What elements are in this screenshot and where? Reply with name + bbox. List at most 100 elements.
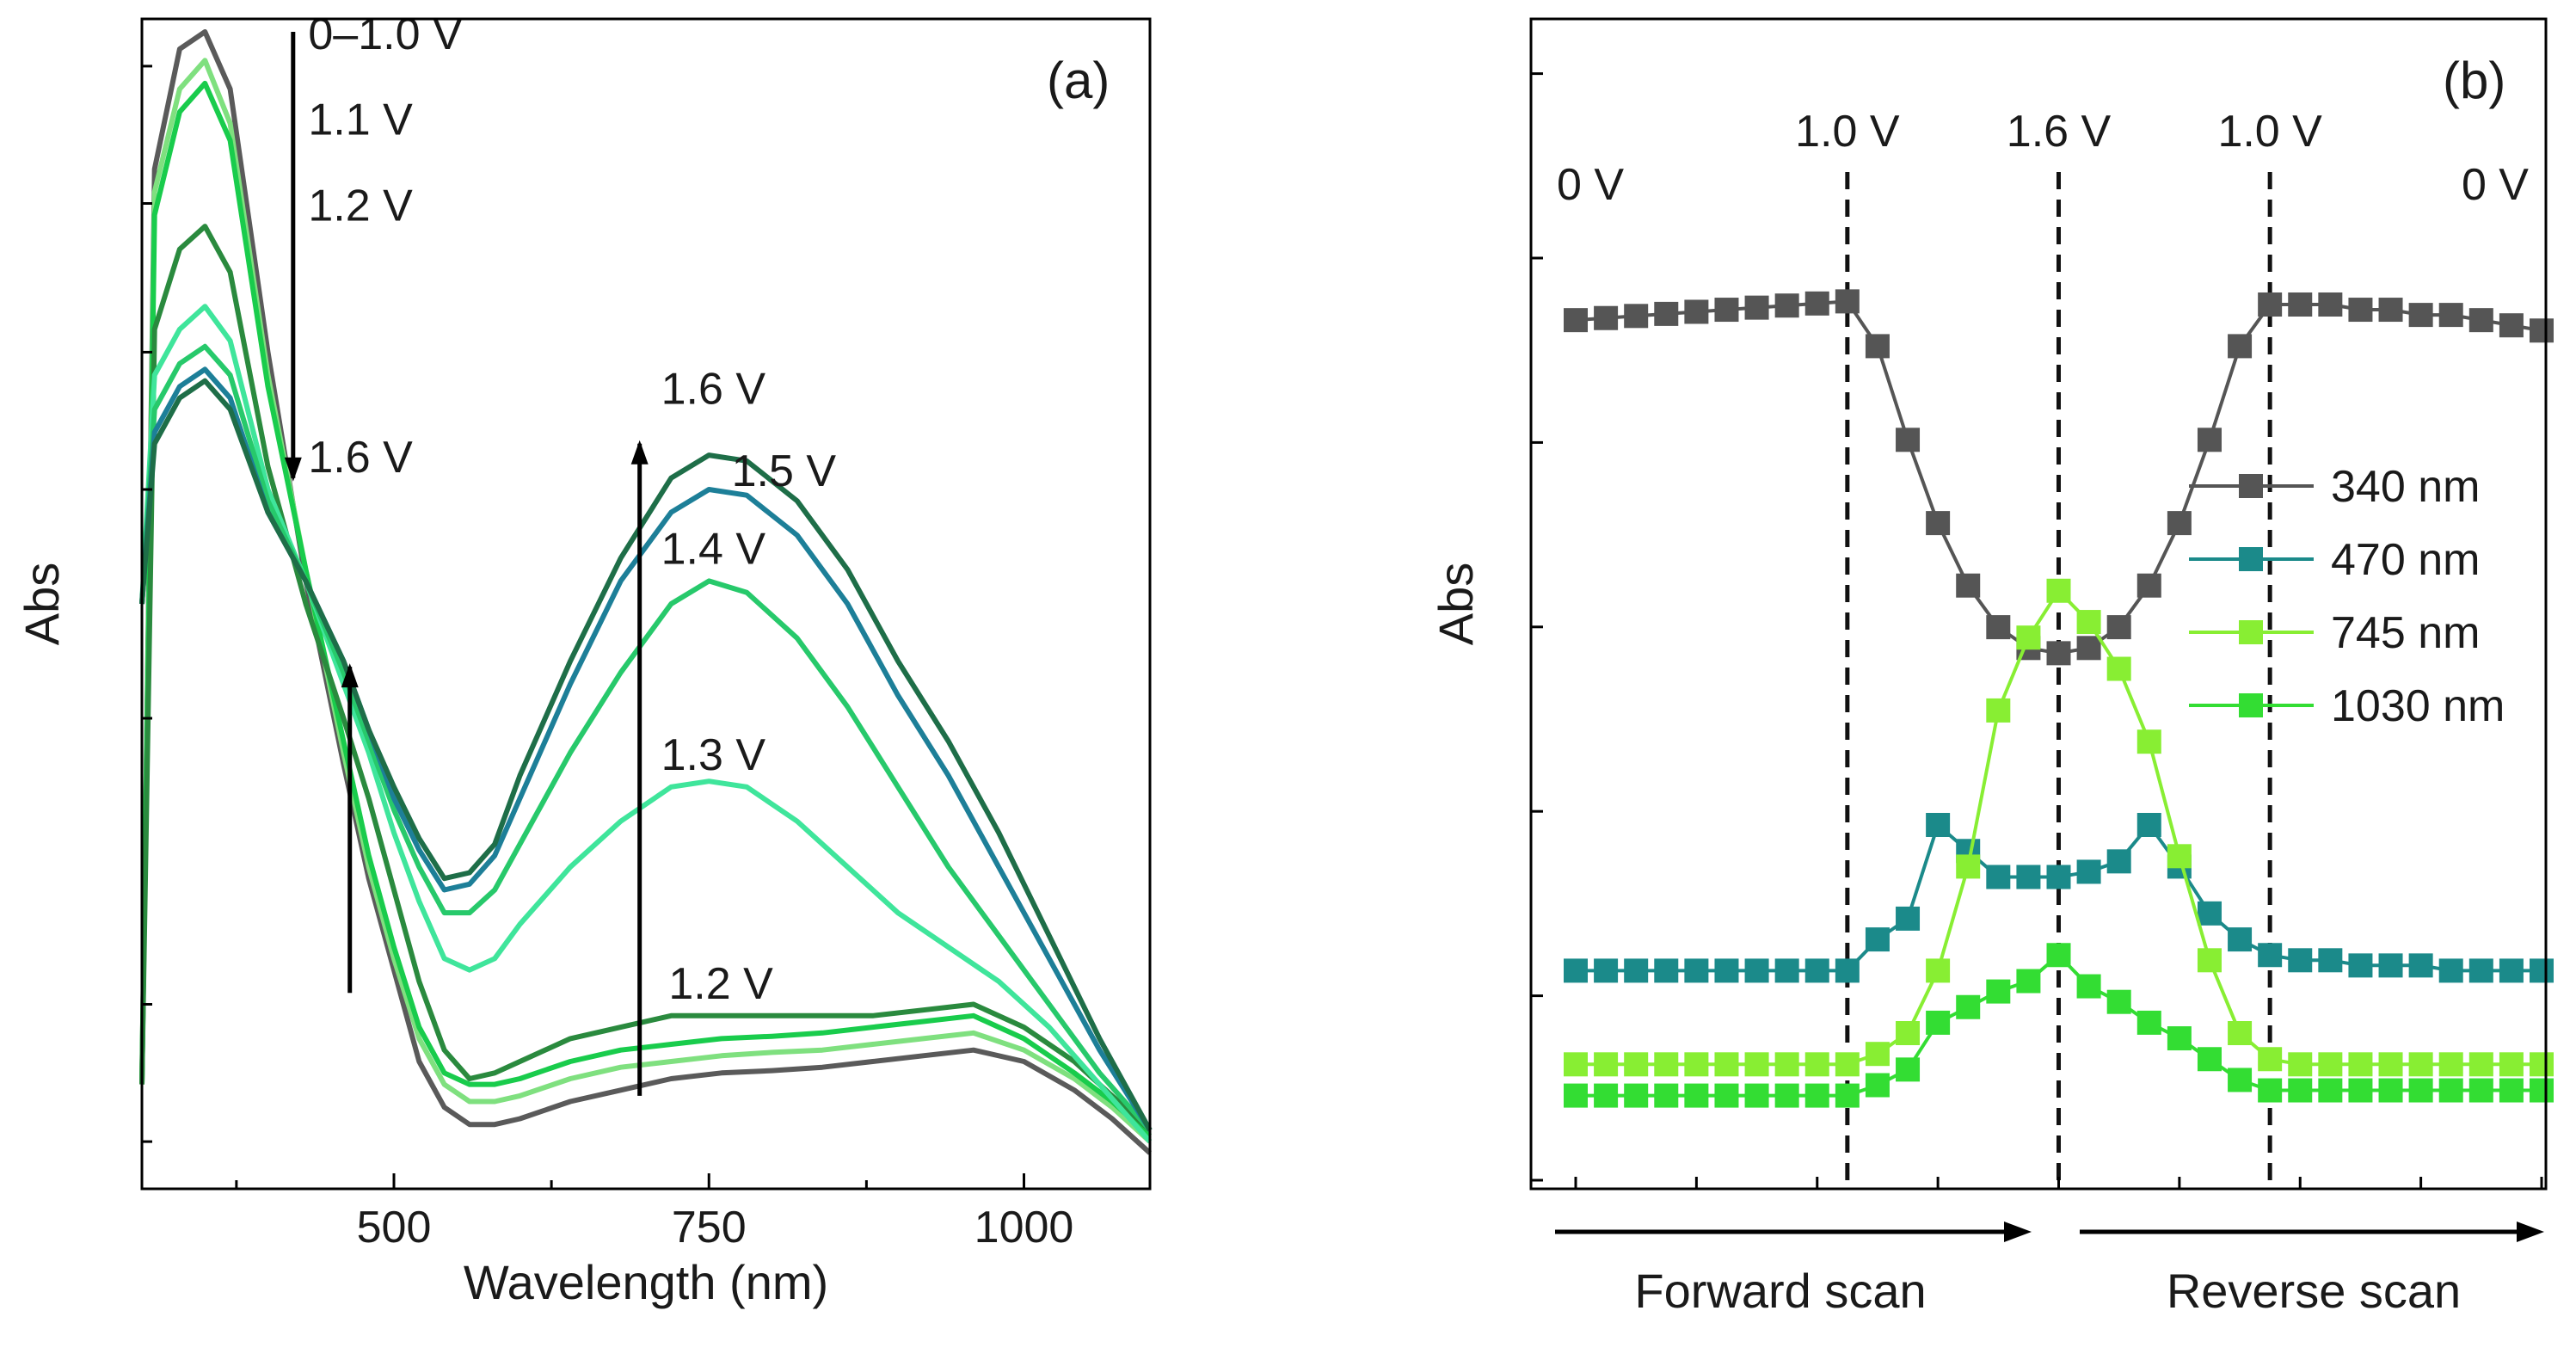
panel-b-point <box>2530 958 2554 983</box>
panel-b-point <box>1865 1042 1890 1067</box>
panel-a-x-axis-title: Wavelength (nm) <box>464 1255 828 1309</box>
panel-b-point <box>2378 298 2403 323</box>
panel-b-point <box>2046 865 2071 889</box>
panel-b-point <box>2318 1078 2343 1103</box>
panel-b-point <box>1684 299 1709 324</box>
panel-a-annotation: 1.2 V <box>308 181 413 231</box>
panel-a-annotation: 1.6 V <box>661 364 766 414</box>
panel-a-y-axis-title: Abs <box>15 563 69 646</box>
panel-a-arrowhead-2 <box>630 440 649 465</box>
reverse-scan-arrowhead <box>2517 1222 2544 1242</box>
panel-b-point <box>2348 1078 2373 1103</box>
panel-b-point <box>1654 1083 1679 1108</box>
panel-b-legend: 340 nm 470 nm 745 nm 1030 nm <box>2189 462 2505 731</box>
panel-b-point <box>2318 292 2343 317</box>
panel-b-point <box>1926 813 1951 837</box>
panel-b-edge-label: 0 V <box>2462 160 2529 210</box>
panel-b-point <box>2438 303 2463 328</box>
legend-swatch-marker <box>2239 620 2263 644</box>
panel-b-point <box>2348 1052 2373 1077</box>
panel-b-point <box>2438 1052 2463 1077</box>
panel-b-ticks <box>1531 72 2543 1189</box>
forward-scan-label: Forward scan <box>1634 1264 1926 1318</box>
panel-a-chart: 0–1.0 V 1.1 V 1.2 V 1.6 V 1.6 V 1.5 V 1.4 V 1.3… <box>15 9 1153 1309</box>
panel-b-point <box>2136 1010 2161 1035</box>
panel-b-voltage-label: 1.6 V <box>2007 107 2112 157</box>
panel-b-point <box>2288 1052 2313 1077</box>
panel-b-point <box>1744 295 1769 320</box>
legend-swatch-marker <box>2239 474 2263 498</box>
panel-b-point <box>2076 636 2101 661</box>
panel-b-point <box>1986 979 2011 1004</box>
panel-b-point <box>2167 844 2192 869</box>
panel-b-point <box>1564 308 1588 333</box>
panel-a-series-group <box>139 29 1153 1155</box>
panel-b-point <box>2076 610 2101 635</box>
panel-b-point <box>2288 1078 2313 1103</box>
panel-b-voltage-label: 1.0 V <box>2217 107 2322 157</box>
forward-scan-arrowhead <box>2004 1222 2032 1242</box>
panel-a-annotations: 0–1.0 V 1.1 V 1.2 V 1.6 V 1.6 V 1.5 V 1.4 V 1.3… <box>308 9 836 1009</box>
panel-b-point <box>1624 1083 1649 1108</box>
panel-b-point <box>2468 1052 2493 1077</box>
panel-b-point <box>1654 301 1679 326</box>
panel-b-point <box>1986 865 2011 889</box>
panel-b-point <box>2197 901 2222 926</box>
panel-a-annotation: 1.1 V <box>308 95 413 145</box>
panel-b-point <box>2106 615 2131 640</box>
panel-b-point <box>2106 849 2131 874</box>
panel-a-annotation: 0–1.0 V <box>308 9 463 59</box>
panel-b-point <box>1926 1010 1951 1035</box>
panel-b-point <box>1835 289 1860 314</box>
panel-a-arrowhead-0 <box>284 457 302 482</box>
reverse-scan-label: Reverse scan <box>2167 1264 2461 1318</box>
panel-a-ticks: 500 750 1000 <box>142 65 1073 1252</box>
panel-b-point <box>1624 1052 1649 1077</box>
panel-b-point <box>2408 1078 2433 1103</box>
panel-b-point <box>2318 948 2343 973</box>
panel-b-point <box>2499 1052 2524 1077</box>
panel-b-point <box>1896 1021 1921 1045</box>
panel-b-point <box>2228 334 2253 359</box>
panel-b-point <box>2016 625 2041 650</box>
panel-b-point <box>2378 1052 2403 1077</box>
panel-b-point <box>1684 1052 1709 1077</box>
panel-b-point <box>1804 1083 1829 1108</box>
panel-b-point <box>1774 1052 1799 1077</box>
panel-b-point <box>2167 511 2192 536</box>
panel-b-point <box>1744 1083 1769 1108</box>
panel-b-point <box>1624 958 1649 983</box>
panel-b-point <box>2258 1047 2283 1072</box>
panel-b-point <box>2016 865 2041 889</box>
panel-b-point <box>1986 615 2011 640</box>
panel-b-point <box>1714 958 1739 983</box>
panel-b-point <box>1774 1083 1799 1108</box>
panel-b-point <box>1956 994 1981 1019</box>
panel-b-series-2 <box>1564 578 2554 1077</box>
panel-b-point <box>1865 1073 1890 1098</box>
panel-b-point <box>2530 1052 2554 1077</box>
panel-a-series-line-5 <box>139 343 1153 1132</box>
panel-b-point <box>1804 958 1829 983</box>
panel-b-point <box>2468 308 2493 333</box>
panel-b-point <box>2258 943 2283 968</box>
panel-b-point <box>2530 1078 2554 1103</box>
panel-b-point <box>2136 813 2161 837</box>
panel-b-point <box>1564 1052 1588 1077</box>
panel-b-point <box>1835 1083 1860 1108</box>
panel-b-point <box>2348 953 2373 978</box>
panel-b-point <box>2197 428 2222 452</box>
panel-b-point <box>1594 305 1619 330</box>
panel-b-point <box>1774 958 1799 983</box>
panel-b-chart: 1.0 V 1.6 V 1.0 V 0 V 0 V 340 nm 470 nm 745 nm… <box>1429 17 2554 1318</box>
panel-b-point <box>2228 1068 2253 1092</box>
panel-b-point <box>2046 578 2071 603</box>
panel-b-point <box>2136 573 2161 598</box>
panel-a-label: (a) <box>1047 52 1110 109</box>
panel-b-point <box>1926 958 1951 983</box>
panel-b-scan-arrows: Forward scan Reverse scan <box>1555 1222 2544 1318</box>
legend-swatch-marker <box>2239 693 2263 717</box>
panel-b-point <box>2499 313 2524 338</box>
panel-a-series-line-4 <box>139 304 1153 1144</box>
